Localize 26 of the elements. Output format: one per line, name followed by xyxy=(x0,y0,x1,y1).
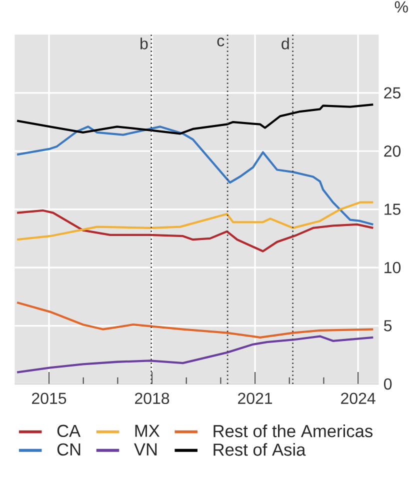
ref-line-label: b xyxy=(140,38,148,50)
ref-line-label: c xyxy=(217,38,224,46)
y-axis-title: % xyxy=(395,1,408,12)
x-tick-label: 2015 xyxy=(32,392,66,404)
line-series xyxy=(16,201,374,241)
legend-label: VN xyxy=(134,443,157,456)
y-tick-label: 5 xyxy=(384,320,392,332)
line-series xyxy=(16,209,374,252)
legend-label: CN xyxy=(58,443,80,456)
y-tick-label: 20 xyxy=(384,145,401,157)
line-series xyxy=(16,335,374,374)
line-series xyxy=(16,103,374,135)
y-tick-label: 10 xyxy=(384,262,401,274)
y-tick-label: 0 xyxy=(384,378,392,390)
x-tick-label: 2018 xyxy=(135,392,170,404)
line-series xyxy=(16,301,374,338)
legend-label: CA xyxy=(58,424,81,438)
y-tick-label: 25 xyxy=(384,87,401,99)
x-tick-label: 2021 xyxy=(238,392,272,404)
y-tick-label: 15 xyxy=(384,204,401,215)
x-tick-label: 2024 xyxy=(341,392,376,404)
legend-label: MX xyxy=(136,424,160,437)
line-series xyxy=(16,126,374,226)
legend-label: Rest of Asia xyxy=(214,443,306,456)
ref-line-label: d xyxy=(282,38,290,50)
legend-label: Rest of the Americas xyxy=(214,424,373,438)
